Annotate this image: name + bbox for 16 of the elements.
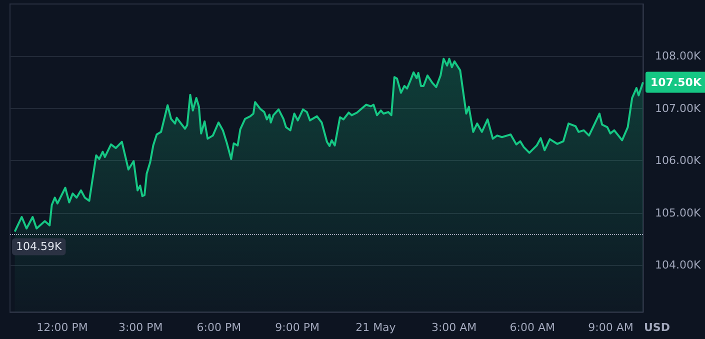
x-tick-label: 3:00 AM [431,321,477,334]
x-tick-label: 21 May [356,321,396,334]
y-axis-title: USD [644,321,670,334]
x-tick-label: 12:00 PM [36,321,88,334]
y-tick-label: 106.00K [655,154,702,168]
x-tick-label: 9:00 PM [275,321,320,334]
y-tick-label: 107.00K [655,102,702,115]
ref-line-label: 104.59K [16,240,62,254]
y-tick-label: 108.00K [655,50,702,63]
x-tick-label: 9:00 AM [588,321,634,334]
y-tick-label: 104.00K [655,258,702,272]
y-tick-label: 105.00K [655,206,702,220]
x-tick-label: 6:00 PM [196,321,242,334]
x-tick-label: 6:00 AM [510,321,556,334]
x-tick-label: 3:00 PM [118,321,163,334]
annotation: 107.50K [650,76,702,89]
